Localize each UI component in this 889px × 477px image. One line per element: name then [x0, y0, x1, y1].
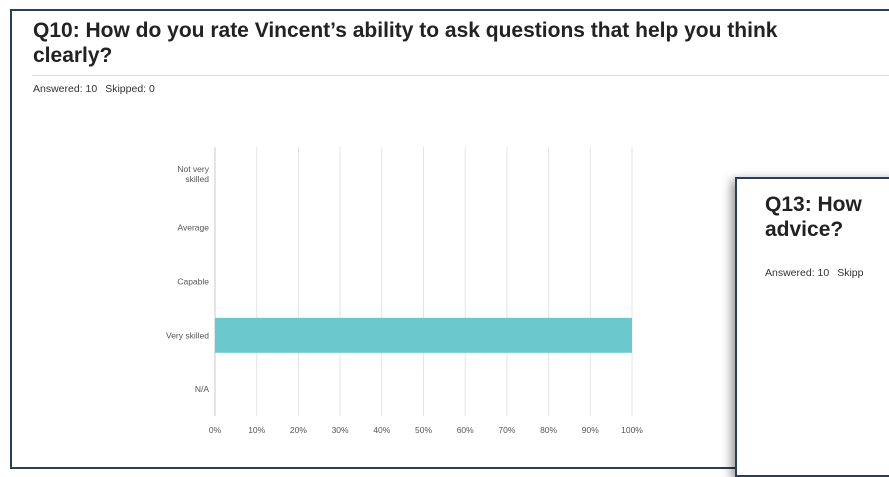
answered-count-q13: Answered: 10: [765, 267, 830, 279]
bar: [215, 317, 632, 353]
category-label: N/A: [195, 384, 210, 394]
category-label: Average: [177, 223, 209, 233]
category-label: Very skilled: [166, 330, 209, 340]
skipped-count: Skipped: 0: [105, 83, 155, 95]
response-stats-q13: Answered: 10 Skipp: [765, 267, 863, 279]
x-tick-label: 20%: [290, 425, 307, 435]
skipped-count-q13: Skipp: [837, 267, 864, 279]
title-divider: [32, 75, 889, 76]
x-tick-label: 50%: [415, 425, 432, 435]
bar-chart: 0% 10% 20% 30% 40% 50% 60% 70% 80% 90% 100% Not ver…: [166, 147, 643, 435]
x-tick-label: 40%: [373, 425, 390, 435]
x-tick-label: 80%: [540, 425, 557, 435]
x-tick-label: 30%: [332, 425, 349, 435]
x-tick-label: 90%: [582, 425, 599, 435]
x-tick-label: 10%: [248, 425, 265, 435]
question-title-q13: Q13: How advice?: [765, 193, 862, 241]
question-title: Q10: How do you rate Vincent’s ability t…: [33, 19, 778, 67]
answered-count: Answered: 10: [33, 83, 98, 95]
x-tick-label: 100%: [621, 425, 643, 435]
x-tick-label: 70%: [498, 425, 515, 435]
x-tick-label: 60%: [457, 425, 474, 435]
x-tick-label: 0%: [209, 425, 222, 435]
category-label: Not very skilled: [177, 164, 209, 184]
category-label: Capable: [177, 277, 209, 287]
response-stats: Answered: 10 Skipped: 0: [33, 83, 155, 95]
question-card-q13: Q13: How advice? Answered: 10 Skipp: [735, 177, 889, 477]
